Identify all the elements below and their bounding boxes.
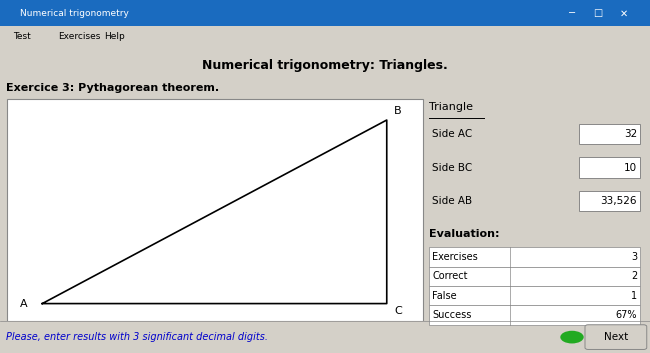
Text: Help: Help [104, 32, 125, 41]
Text: 1: 1 [631, 291, 637, 301]
Text: Exercice 3: Pythagorean theorem.: Exercice 3: Pythagorean theorem. [6, 83, 220, 93]
Circle shape [560, 331, 584, 343]
Text: Success: Success [432, 310, 472, 320]
Bar [0, 0, 650, 26]
Text: 3: 3 [631, 252, 637, 262]
Text: Triangle: Triangle [429, 102, 473, 112]
Bar [578, 191, 640, 211]
Text: □: □ [593, 8, 603, 18]
Bar [429, 247, 640, 267]
Text: Numerical trigonometry: Triangles.: Numerical trigonometry: Triangles. [202, 59, 448, 72]
Text: 32: 32 [624, 129, 637, 139]
Bar [578, 124, 640, 144]
Text: B: B [394, 106, 402, 116]
Text: 33,526: 33,526 [601, 196, 637, 206]
Bar [0, 26, 650, 46]
Text: Test: Test [13, 32, 31, 41]
Text: A: A [20, 299, 28, 309]
Bar [6, 99, 422, 321]
Text: Please, enter results with 3 significant decimal digits.: Please, enter results with 3 significant… [6, 332, 268, 342]
Text: Side AC: Side AC [432, 129, 473, 139]
Bar [429, 305, 640, 325]
Text: Side BC: Side BC [432, 163, 473, 173]
Text: ✕: ✕ [620, 8, 628, 18]
Text: 10: 10 [624, 163, 637, 173]
FancyBboxPatch shape [585, 325, 647, 349]
Text: −: − [568, 8, 576, 18]
Text: Numerical trigonometry: Numerical trigonometry [20, 9, 129, 18]
Text: False: False [432, 291, 457, 301]
Bar [0, 321, 650, 353]
Bar [429, 286, 640, 305]
Text: 2: 2 [630, 271, 637, 281]
Text: Exercises: Exercises [58, 32, 101, 41]
Text: Exercises: Exercises [432, 252, 478, 262]
Text: Next: Next [604, 332, 628, 342]
Bar [429, 267, 640, 286]
Text: C: C [394, 306, 402, 316]
Bar [578, 157, 640, 178]
Text: Correct: Correct [432, 271, 468, 281]
Text: Evaluation:: Evaluation: [429, 229, 499, 239]
Text: 67%: 67% [616, 310, 637, 320]
Text: Side AB: Side AB [432, 196, 473, 206]
